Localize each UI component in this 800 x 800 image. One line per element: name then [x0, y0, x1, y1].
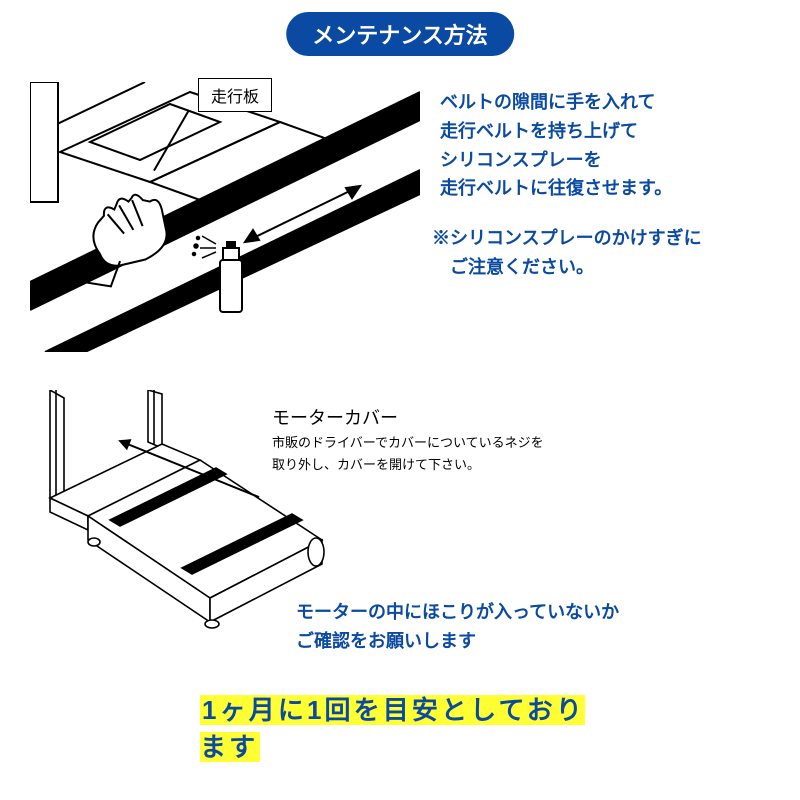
- footer-frequency: 1ヶ月に1回を目安としております: [200, 690, 600, 764]
- warn-line: ※シリコンスプレーのかけすぎに: [432, 224, 782, 253]
- instr2-line: モーターの中にほこりが入っていないか: [296, 598, 776, 627]
- instr-line: 走行ベルトに往復させます。: [440, 174, 780, 203]
- label-body-line: 市販のドライバーでカバーについているネジを: [272, 432, 632, 454]
- warn-line: ご注意ください。: [432, 253, 782, 282]
- diagram-belt-lubrication: 走行板: [30, 82, 420, 352]
- belt-illustration-svg: [30, 82, 420, 352]
- footer-text: 1ヶ月に1回を目安としております: [200, 695, 585, 762]
- label-motor-cover-body: 市販のドライバーでカバーについているネジを 取り外し、カバーを開けて下さい。: [272, 432, 632, 476]
- instr2-line: ご確認をお願いします: [296, 627, 776, 656]
- title-pill: メンテナンス方法: [286, 12, 514, 56]
- instr-line: シリコンスプレーを: [440, 146, 780, 175]
- instruction-dust-check: モーターの中にほこりが入っていないか ご確認をお願いします: [296, 598, 776, 656]
- instr-line: ベルトの隙間に手を入れて: [440, 88, 780, 117]
- instruction-lubrication: ベルトの隙間に手を入れて 走行ベルトを持ち上げて シリコンスプレーを 走行ベルト…: [440, 88, 780, 203]
- callout-running-board: 走行板: [198, 78, 272, 112]
- instr-line: 走行ベルトを持ち上げて: [440, 117, 780, 146]
- warning-overspray: ※シリコンスプレーのかけすぎに ご注意ください。: [432, 224, 782, 282]
- label-body-line: 取り外し、カバーを開けて下さい。: [272, 454, 632, 476]
- label-motor-cover-title: モーターカバー: [272, 404, 398, 430]
